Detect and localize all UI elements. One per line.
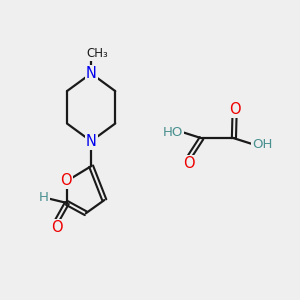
- Text: O: O: [61, 173, 72, 188]
- Text: O: O: [183, 156, 194, 171]
- Text: N: N: [86, 134, 97, 149]
- Text: O: O: [229, 102, 241, 117]
- Text: O: O: [51, 220, 63, 235]
- Text: CH₃: CH₃: [87, 47, 109, 60]
- Text: H: H: [39, 191, 49, 205]
- Text: N: N: [86, 66, 97, 81]
- Text: OH: OH: [252, 138, 273, 151]
- Text: HO: HO: [163, 126, 183, 139]
